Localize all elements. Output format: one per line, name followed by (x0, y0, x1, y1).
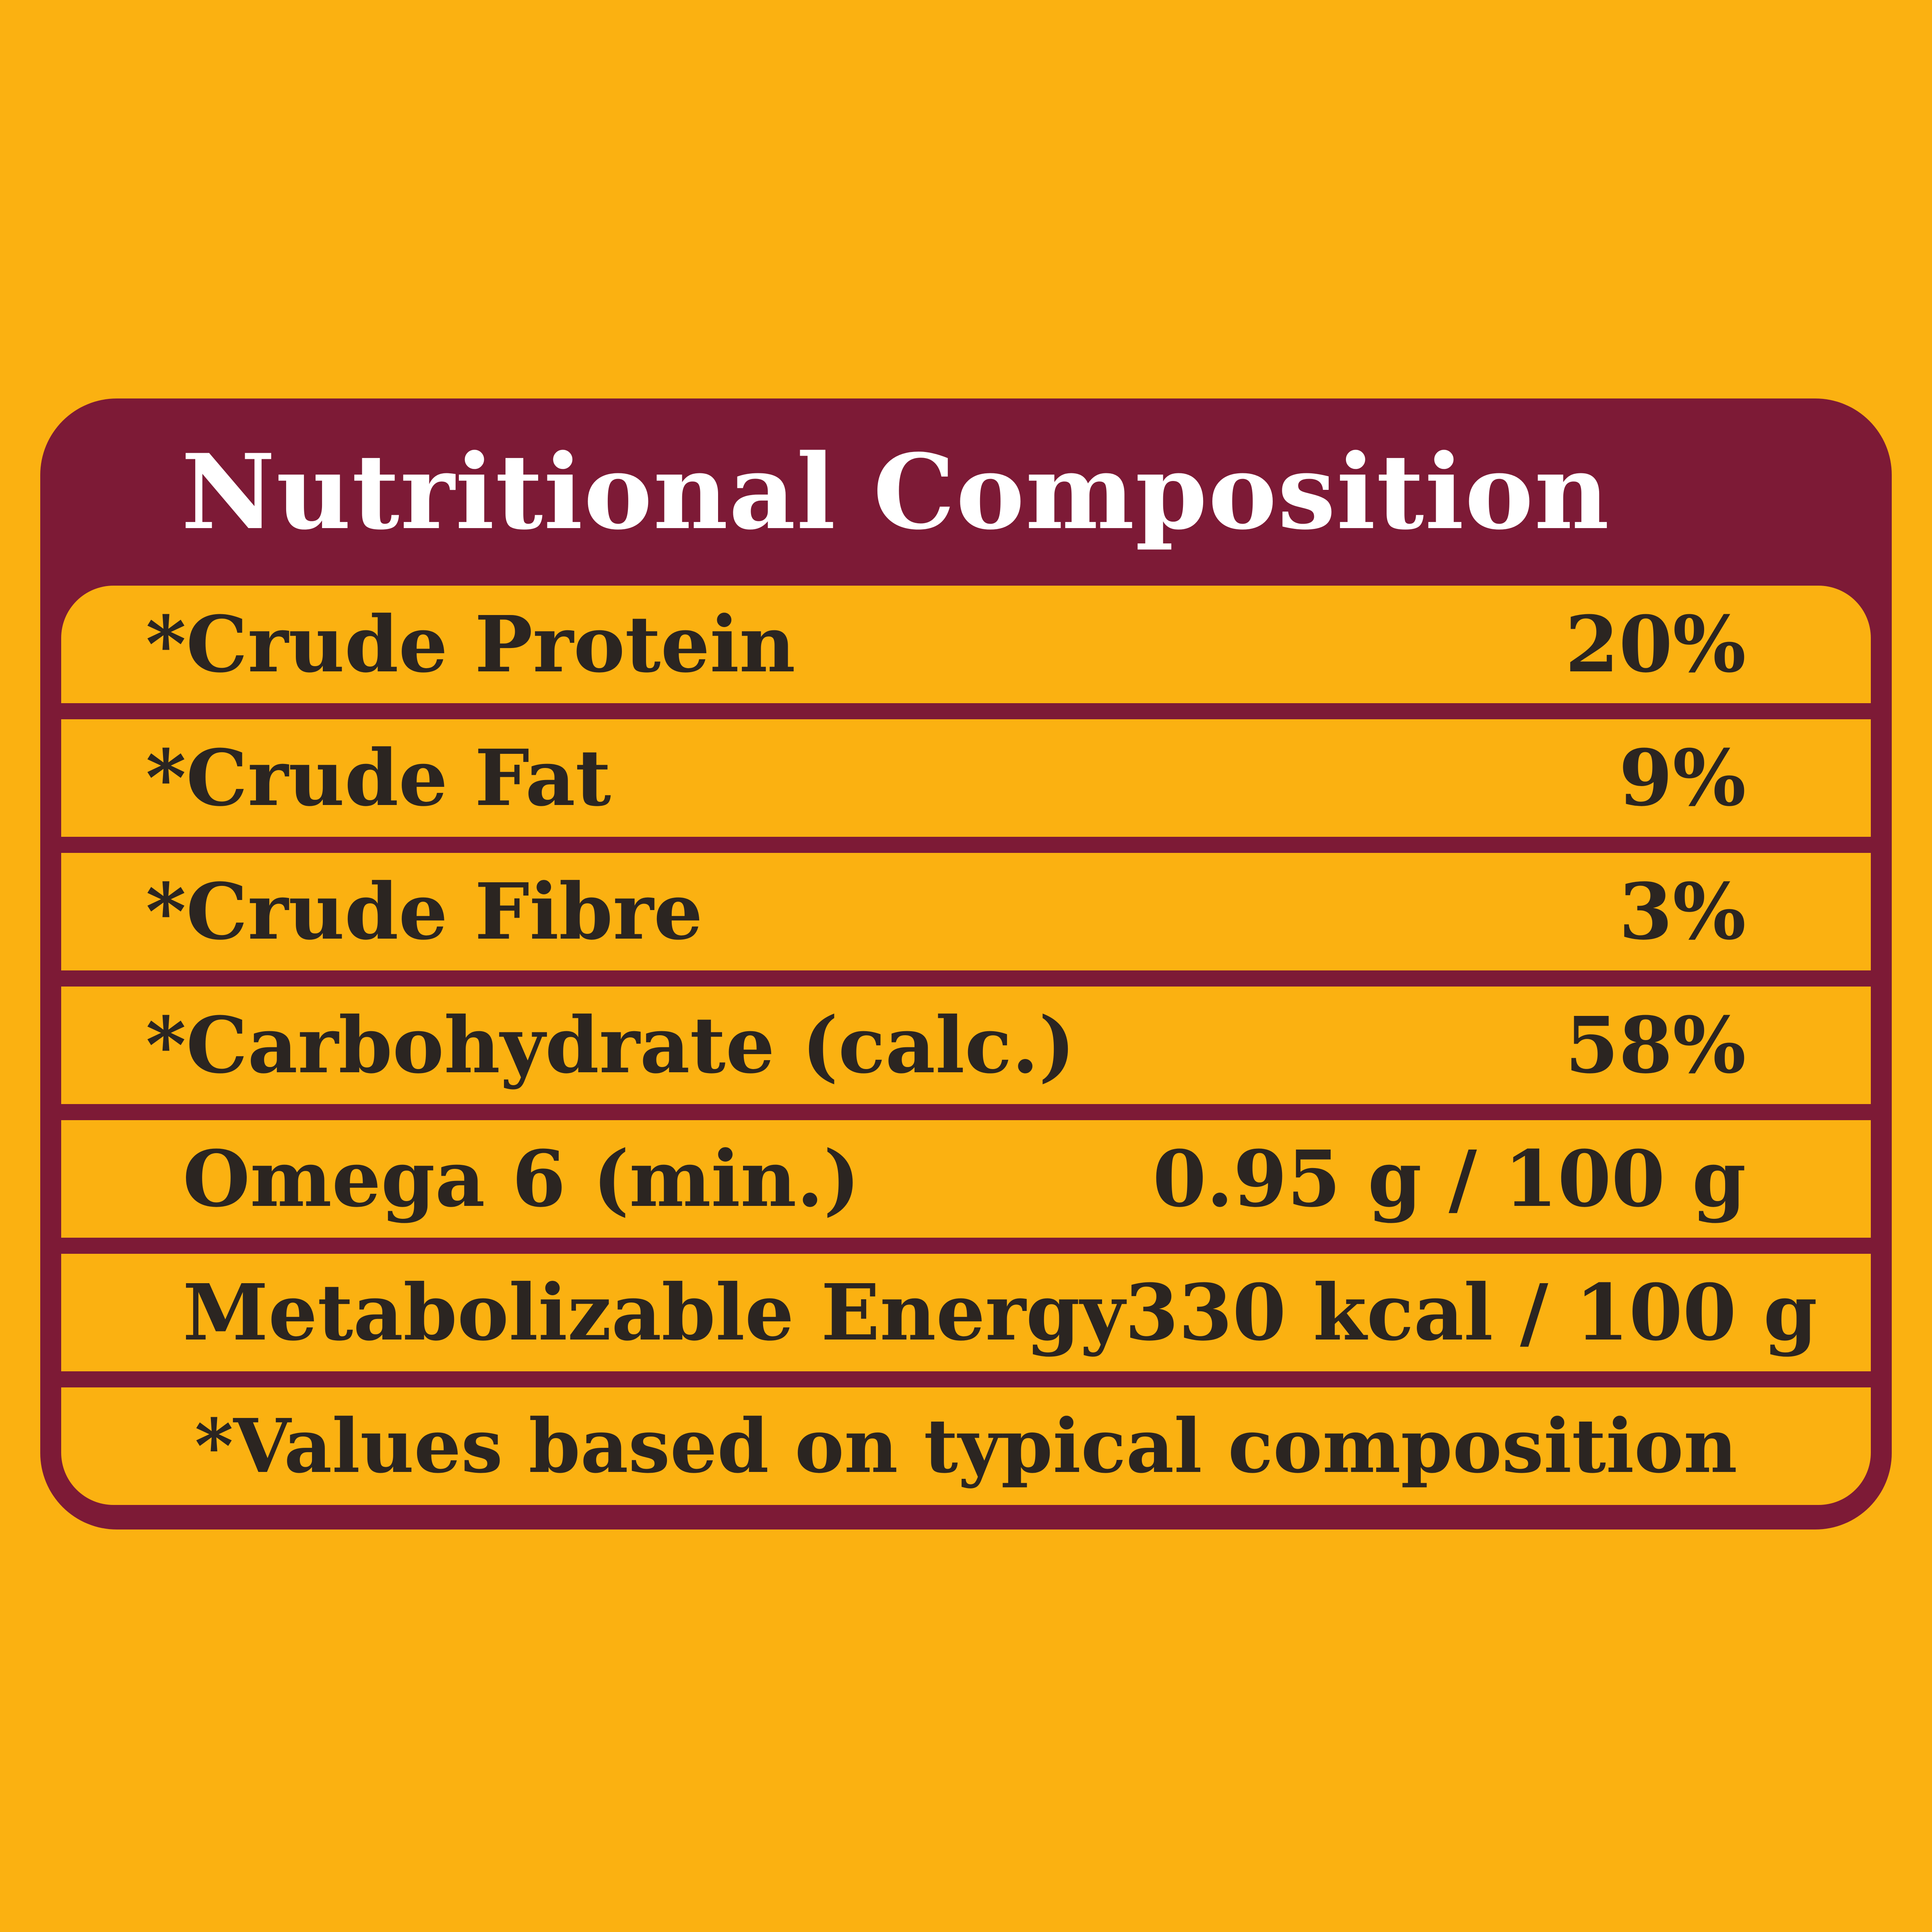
table-row-footnote: *Values based on typical composition (61, 1387, 1871, 1505)
row-value: 20% (1565, 599, 1746, 690)
row-label: Metabolizable Energy (183, 1267, 1125, 1358)
table-row-crude-fat: *Crude Fat 9% (61, 719, 1871, 837)
nutrition-panel: Nutritional Composition *Crude Protein 2… (40, 398, 1892, 1530)
panel-title: Nutritional Composition (181, 431, 1610, 553)
table-row-crude-fibre: *Crude Fibre 3% (61, 853, 1871, 970)
row-value: 58% (1565, 1000, 1746, 1091)
row-value: 330 kcal / 100 g (1125, 1267, 1818, 1358)
nutrition-rows: *Crude Protein 20% *Crude Fat 9% *Crude … (61, 586, 1871, 1505)
row-label: *Crude Fat (146, 733, 611, 824)
footnote-text: *Values based on typical composition (194, 1403, 1738, 1490)
table-row-crude-protein: *Crude Protein 20% (61, 586, 1871, 703)
row-label: *Crude Protein (146, 599, 796, 690)
row-value: 0.95 g / 100 g (1152, 1133, 1746, 1224)
row-label: *Carbohydrate (calc.) (146, 1000, 1075, 1091)
table-row-metabolizable-energy: Metabolizable Energy 330 kcal / 100 g (61, 1254, 1871, 1371)
table-row-carbohydrate: *Carbohydrate (calc.) 58% (61, 987, 1871, 1104)
row-label: Omega 6 (min.) (183, 1133, 860, 1224)
table-row-omega-6: Omega 6 (min.) 0.95 g / 100 g (61, 1120, 1871, 1238)
row-label: *Crude Fibre (146, 866, 703, 957)
panel-title-band: Nutritional Composition (61, 398, 1871, 586)
row-value: 9% (1618, 733, 1746, 824)
row-value: 3% (1618, 866, 1746, 957)
